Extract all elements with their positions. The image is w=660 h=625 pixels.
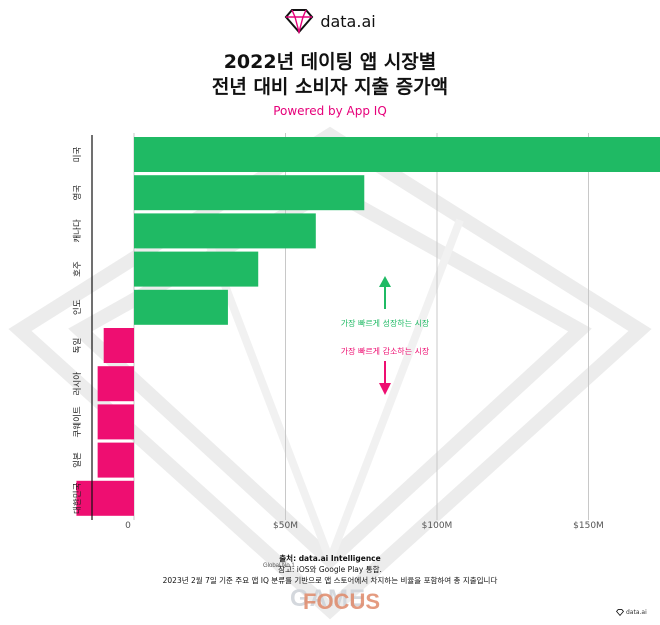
category-label: 영국 xyxy=(72,185,83,201)
bar-2 xyxy=(134,213,316,249)
watermark-focus: FOCUS xyxy=(303,589,380,614)
bars xyxy=(76,137,660,516)
footer-note2: 2023년 2월 7일 기준 주요 앱 IQ 분류를 기반으로 앱 스토어에서 … xyxy=(162,576,498,585)
up-arrowhead-icon xyxy=(379,276,391,287)
annotation-up: 가장 빠르게 성장하는 시장 xyxy=(341,276,430,328)
chart-title-line2: 전년 대비 소비자 지출 증가액 xyxy=(211,76,449,98)
bar-4 xyxy=(134,289,228,325)
corner-diamond-icon xyxy=(616,609,624,616)
annotation-up-text: 가장 빠르게 성장하는 시장 xyxy=(341,318,430,328)
watermark-game: GAME xyxy=(290,585,366,612)
bar-1 xyxy=(134,175,365,211)
x-tick-label: 0 xyxy=(125,521,131,531)
x-tick-label: $100M xyxy=(422,521,453,531)
annotation-down: 가장 빠르게 감소하는 시장 xyxy=(341,346,430,395)
chart-subtitle: Powered by App IQ xyxy=(273,104,387,118)
corner-brand-text: data.ai xyxy=(626,609,647,616)
bar-8 xyxy=(97,442,134,478)
bar-9 xyxy=(76,480,134,516)
category-label: 독일 xyxy=(73,338,83,354)
bar-0 xyxy=(134,137,660,172)
x-tick-label: $50M xyxy=(273,521,298,531)
brand-header: data.ai xyxy=(0,6,660,36)
corner-brand: data.ai xyxy=(616,609,647,616)
down-arrowhead-icon xyxy=(379,383,391,395)
watermark-tagline: Global No.1 xyxy=(263,563,295,569)
category-label: 쿠웨이트 xyxy=(72,406,83,437)
category-label: 대한민국 xyxy=(72,482,83,513)
category-label: 인도 xyxy=(72,299,83,315)
x-tick-label: $150M xyxy=(573,521,604,531)
category-label: 일본 xyxy=(73,452,83,468)
footer-note1: 참고: iOS와 Google Play 통합. xyxy=(278,565,382,574)
category-label: 캐나다 xyxy=(73,219,83,243)
footer-source: 출처: data.ai Intelligence xyxy=(279,554,381,563)
category-label: 미국 xyxy=(73,147,83,163)
bar-3 xyxy=(134,251,259,287)
category-label: 호주 xyxy=(73,261,83,277)
bar-7 xyxy=(97,404,134,440)
bar-6 xyxy=(97,366,134,402)
category-label: 러시아 xyxy=(72,372,83,396)
bar-5 xyxy=(103,328,134,363)
chart-title-line1: 2022년 데이팅 앱 시장별 xyxy=(223,51,437,73)
x-tick-labels: 0$50M$100M$150M$200M$250M$300M xyxy=(125,521,604,531)
diamond-logo-icon xyxy=(284,9,314,34)
brand-name: data.ai xyxy=(320,11,376,31)
annotation-down-text: 가장 빠르게 감소하는 시장 xyxy=(341,346,430,356)
